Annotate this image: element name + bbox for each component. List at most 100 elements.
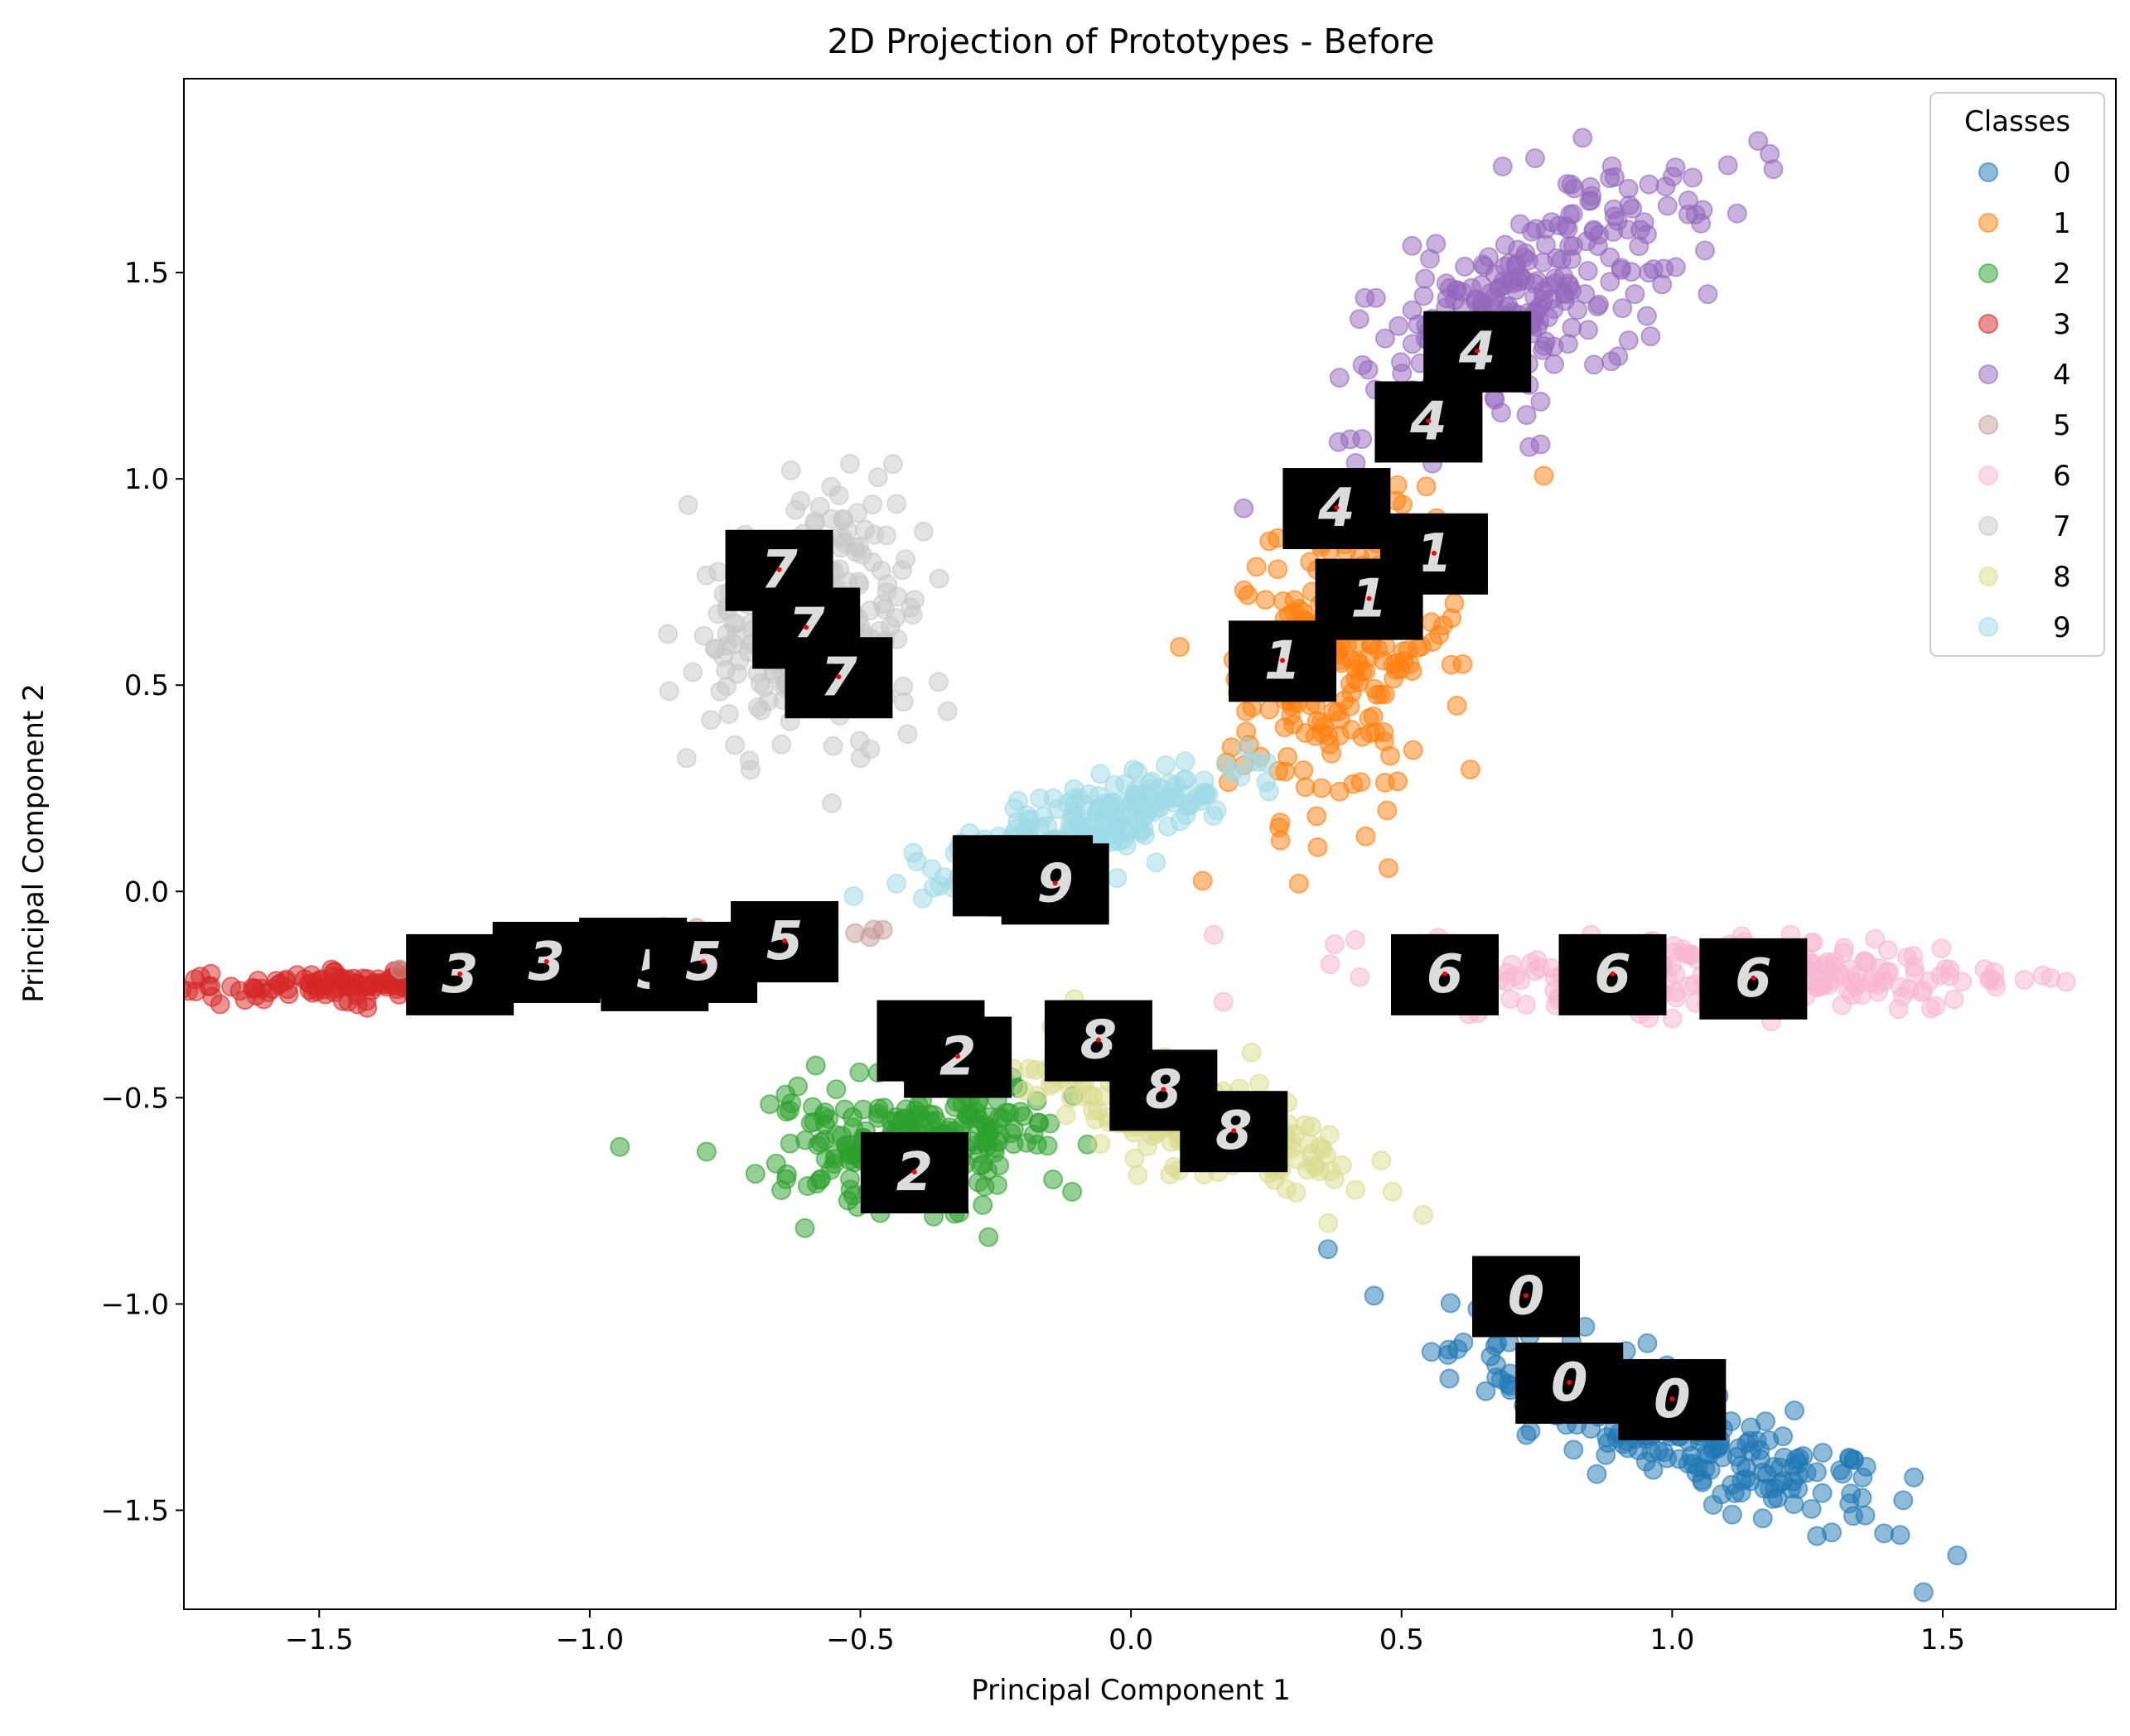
scatter-point (1334, 690, 1355, 711)
scatter-point (347, 994, 368, 1015)
scatter-point (745, 1164, 766, 1184)
legend-marker (1978, 162, 1998, 182)
scatter-point (1278, 746, 1298, 767)
scatter-point (893, 676, 914, 697)
legend-marker (1978, 213, 1998, 233)
scatter-point (185, 969, 205, 990)
prototype-9: 9 (1001, 843, 1109, 925)
scatter-point (1643, 1459, 1664, 1480)
scatter-point (821, 509, 842, 529)
prototype-1: 1 (1379, 513, 1488, 595)
scatter-point (1683, 167, 1703, 188)
scatter-point (2041, 967, 2061, 988)
scatter-point (1383, 654, 1403, 675)
legend-label: 8 (2053, 561, 2071, 594)
scatter-point (1731, 1483, 1751, 1503)
scatter-point (1534, 335, 1554, 356)
prototype-6: 6 (1391, 933, 1500, 1015)
scatter-point (1030, 817, 1051, 837)
prototype-6: 6 (1699, 938, 1808, 1020)
prototype-0: 0 (1618, 1358, 1727, 1440)
prototype-8: 8 (1180, 1091, 1288, 1173)
scatter-point (1589, 294, 1610, 315)
prototype-2: 2 (904, 1016, 1012, 1098)
scatter-point (1403, 740, 1423, 760)
scatter-point (1812, 1483, 1833, 1503)
y-tick-label: 0.5 (124, 669, 169, 702)
prototype-center-dot (1610, 971, 1616, 976)
scatter-point (1147, 798, 1168, 817)
scatter-point (1330, 781, 1350, 802)
scatter-point (1597, 1433, 1618, 1454)
legend-label: 5 (2053, 409, 2071, 442)
legend-marker (1978, 314, 1998, 334)
scatter-point (1141, 779, 1162, 799)
scatter-point (1558, 219, 1578, 239)
scatter-point (1276, 1179, 1297, 1199)
scatter-point (1055, 1105, 1076, 1126)
prototype-center-dot (1523, 1293, 1529, 1299)
scatter-point (1374, 328, 1395, 349)
scatter-point (780, 461, 801, 480)
scatter-point (814, 1102, 835, 1123)
scatter-point (1236, 736, 1257, 757)
scatter-point (1944, 989, 1964, 1010)
scatter-point (1532, 294, 1553, 315)
scatter-point (1913, 981, 1934, 1001)
scatter-point (1460, 760, 1480, 780)
scatter-point (659, 681, 679, 702)
scatter-point (1813, 1443, 1833, 1463)
scatter-point (696, 1141, 717, 1162)
legend-label: 7 (2053, 510, 2071, 543)
scatter-point (1378, 858, 1398, 879)
scatter-point (809, 496, 830, 517)
scatter-point (1273, 591, 1293, 611)
scatter-point (1146, 852, 1166, 873)
prototype-center-dot (1366, 596, 1372, 601)
scatter-point (1547, 248, 1567, 268)
scatter-point (1317, 1239, 1338, 1260)
scatter-point (1176, 805, 1196, 826)
scatter-point (1452, 653, 1473, 674)
scatter-point (1876, 962, 1897, 982)
scatter-point (1387, 475, 1408, 495)
scatter-point (1421, 1342, 1442, 1362)
x-tick-label: −1.0 (556, 1623, 625, 1656)
x-tick-label: 0.5 (1379, 1623, 1424, 1656)
prototype-center-dot (1052, 880, 1058, 886)
prototype-center-dot (543, 958, 549, 964)
scatter-point (1215, 754, 1236, 774)
scatter-point (1516, 995, 1536, 1015)
scatter-point (1191, 791, 1211, 812)
legend-marker (1978, 415, 1998, 435)
scatter-point (210, 994, 230, 1015)
legend-item-8: 8 (1978, 561, 2071, 594)
scatter-point (1455, 256, 1476, 277)
scatter-point (1974, 959, 1995, 980)
scatter-point (826, 1079, 847, 1100)
scatter-point (978, 1227, 999, 1247)
scatter-point (1890, 1525, 1910, 1546)
scatter-point (855, 519, 876, 540)
scatter-point (1380, 745, 1400, 766)
scatter-point (1796, 1463, 1817, 1483)
scatter-point (696, 565, 717, 586)
scatter-point (1350, 772, 1371, 793)
legend-item-3: 3 (1978, 308, 2071, 341)
scatter-point (1649, 1440, 1669, 1461)
scatter-point (1236, 701, 1257, 721)
scatter-point (1557, 174, 1577, 195)
scatter-point (1877, 940, 1898, 961)
scatter-point (1607, 210, 1628, 231)
scatter-point (1426, 234, 1447, 254)
scatter-point (1767, 1488, 1788, 1508)
scatter-point (741, 760, 761, 780)
legend-label: 4 (2053, 359, 2071, 392)
scatter-point (1320, 954, 1340, 975)
scatter-point (726, 626, 746, 647)
scatter-point (838, 1141, 858, 1162)
scatter-point (1255, 590, 1276, 610)
scatter-point (299, 980, 320, 1001)
prototype-center-dot (804, 624, 809, 630)
scatter-point (1328, 432, 1349, 452)
